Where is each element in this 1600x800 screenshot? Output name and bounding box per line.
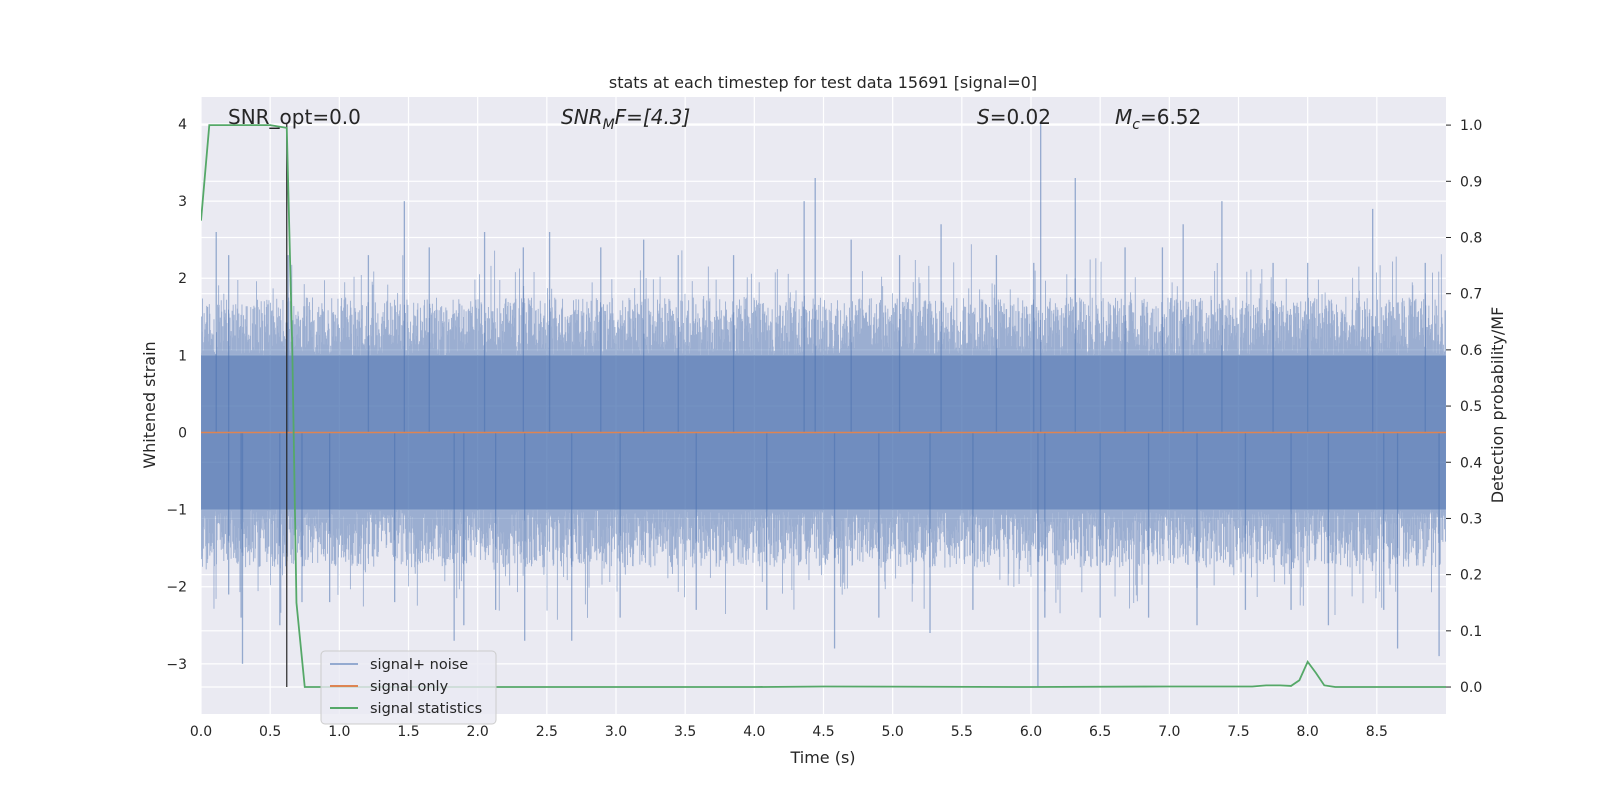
y-left-tick-label: −3 [166,657,187,673]
y-left-tick-label: 1 [178,348,187,364]
annotation-snr-opt: SNR_opt=0.0 [228,105,361,129]
y-right-tick-label: 0.3 [1460,511,1482,527]
y-right-tick-label: 1.0 [1460,118,1482,134]
annotation-s: S=0.02 [977,105,1051,129]
x-tick-label: 3.0 [605,724,627,740]
x-tick-label: 2.0 [467,724,489,740]
x-tick-label: 4.5 [812,724,834,740]
x-axis-label: Time (s) [789,748,855,767]
y-axis-label-right: Detection probability/MF [1488,307,1507,504]
x-tick-label: 5.5 [951,724,973,740]
legend-label-signal-noise: signal+ noise [370,657,468,673]
x-tick-label: 7.0 [1158,724,1180,740]
x-tick-label: 8.5 [1366,724,1388,740]
legend: signal+ noise signal only signal statist… [320,650,497,725]
y-left-tick-label: 3 [178,194,187,210]
chart-title: stats at each timestep for test data 156… [609,73,1037,92]
y-right-tick-label: 0.0 [1460,680,1482,696]
x-tick-label: 2.5 [536,724,558,740]
x-tick-label: 1.0 [328,724,350,740]
signal-statistics-line [201,124,1446,688]
annotation-mc: Mc=6.52 [1115,105,1201,133]
y-right-tick-label: 0.5 [1460,399,1482,415]
x-tick-label: 5.0 [882,724,904,740]
y-right-tick-label: 0.6 [1460,343,1482,359]
y-right-tick-label: 0.1 [1460,624,1482,640]
y-left-tick-label: 2 [178,271,187,287]
legend-label-signal-statistics: signal statistics [370,701,482,717]
series-signal-statistics [201,124,1446,688]
y-axis-label-left: Whitened strain [140,341,159,468]
legend-label-signal-only: signal only [370,679,449,695]
y-right-tick-label: 0.2 [1460,568,1482,584]
x-tick-label: 3.5 [674,724,696,740]
x-tick-label: 0.5 [259,724,281,740]
y-right-tick-label: 0.4 [1460,455,1482,471]
x-tick-label: 1.5 [397,724,419,740]
y-right-tick-label: 0.8 [1460,230,1482,246]
x-tick-label: 0.0 [190,724,212,740]
legend-box [320,650,497,725]
x-tick-label: 7.5 [1227,724,1249,740]
y-right-tick-label: 0.9 [1460,174,1482,190]
y-left-tick-label: −1 [166,503,187,519]
x-tick-label: 4.0 [743,724,765,740]
x-tick-label: 6.5 [1089,724,1111,740]
y-left-tick-label: 0 [178,425,187,441]
y-right-tick-label: 0.7 [1460,287,1482,303]
y-left-tick-label: 4 [178,117,187,133]
annotation-snr-mf: SNRMF=[4.3] [561,105,690,133]
x-tick-label: 6.0 [1020,724,1042,740]
x-tick-label: 8.0 [1297,724,1319,740]
y-left-tick-label: −2 [166,580,187,596]
